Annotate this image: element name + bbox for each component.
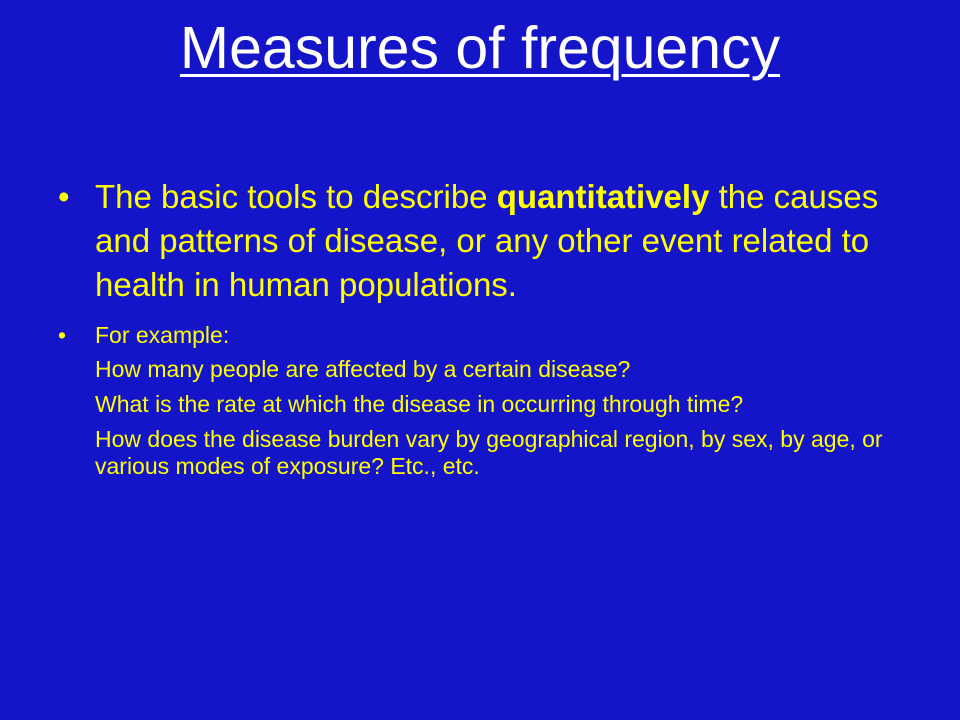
bullet-text: For example: bbox=[95, 322, 230, 348]
example-question: How many people are affected by a certai… bbox=[95, 356, 631, 382]
bullet-marker: • bbox=[58, 322, 67, 348]
bullet-text-after: the causes and patterns of disease, or a… bbox=[95, 178, 879, 303]
bullet-definition: • The basic tools to describe quantitativ… bbox=[58, 175, 938, 307]
bullet-marker: • bbox=[58, 178, 70, 215]
bullet-emphasis: quantitatively bbox=[496, 178, 710, 215]
bullet-text-before: The basic tools to describe bbox=[95, 178, 497, 215]
example-question: What is the rate at which the disease in… bbox=[95, 391, 744, 417]
example-question: How does the disease burden vary by geog… bbox=[95, 426, 883, 479]
bullet-for-example: • For example: bbox=[58, 320, 938, 350]
slide-content: • The basic tools to describe quantitativ… bbox=[58, 175, 938, 480]
slide-title: Measures of frequency bbox=[179, 15, 781, 81]
